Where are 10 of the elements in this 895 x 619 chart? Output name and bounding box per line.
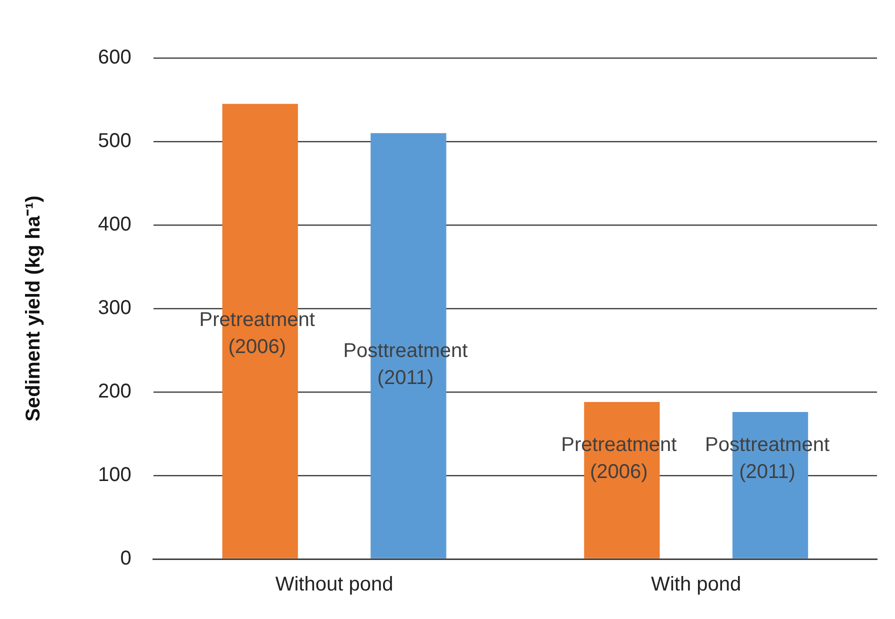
y-tick-label: 400 — [98, 214, 132, 236]
x-tick-label: Without pond — [275, 574, 394, 596]
x-tick-label: With pond — [651, 574, 742, 596]
y-tick-label: 600 — [98, 46, 132, 69]
y-axis-title: Sediment yield (kg ha⁻¹) — [22, 196, 45, 422]
y-tick-label: 0 — [120, 548, 132, 570]
y-tick-label: 100 — [98, 464, 132, 486]
y-tick-label: 200 — [98, 380, 132, 403]
y-tick-label: 300 — [98, 297, 132, 320]
y-tick-label: 500 — [98, 130, 132, 152]
